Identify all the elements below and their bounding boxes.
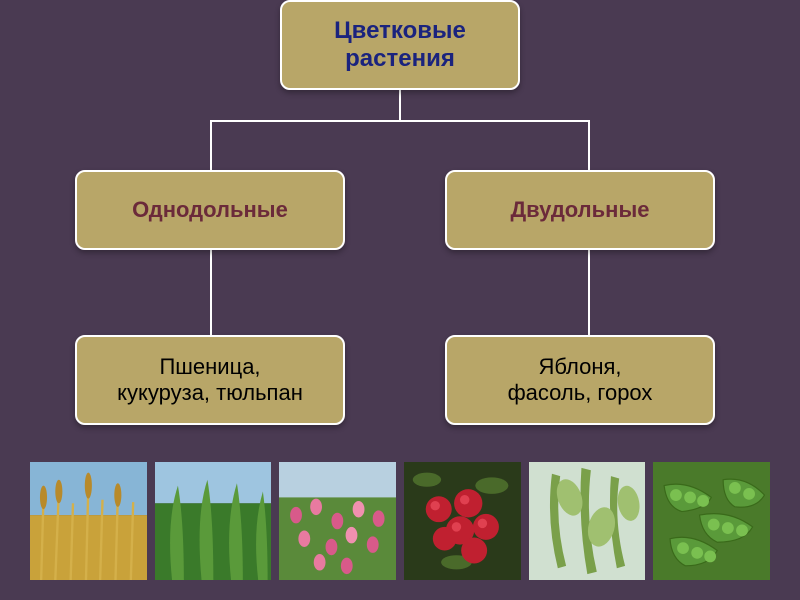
- leaf-line2: фасоль, горох: [508, 380, 653, 406]
- root-line1: Цветковые: [334, 17, 466, 45]
- child-node-di: Двудольные: [445, 170, 715, 250]
- connector: [210, 248, 212, 338]
- thumb-apples: [404, 462, 521, 580]
- thumb-peas: [653, 462, 770, 580]
- thumb-wheat: [30, 462, 147, 580]
- leaf-line2: кукуруза, тюльпан: [117, 380, 303, 406]
- connector: [588, 120, 590, 172]
- leaf-line1: Пшеница,: [159, 354, 260, 380]
- thumb-beans: [529, 462, 646, 580]
- leaf-node-di: Яблоня, фасоль, горох: [445, 335, 715, 425]
- child-label: Двудольные: [510, 197, 649, 223]
- root-line2: растения: [345, 45, 455, 73]
- leaf-node-mono: Пшеница, кукуруза, тюльпан: [75, 335, 345, 425]
- connector: [210, 120, 212, 172]
- thumb-tulips: [279, 462, 396, 580]
- root-node: Цветковые растения: [280, 0, 520, 90]
- child-node-mono: Однодольные: [75, 170, 345, 250]
- child-label: Однодольные: [132, 197, 288, 223]
- connector: [588, 248, 590, 338]
- thumb-corn: [155, 462, 272, 580]
- leaf-line1: Яблоня,: [539, 354, 622, 380]
- connector: [210, 120, 590, 122]
- thumbnail-row: [30, 462, 770, 580]
- connector: [399, 88, 401, 120]
